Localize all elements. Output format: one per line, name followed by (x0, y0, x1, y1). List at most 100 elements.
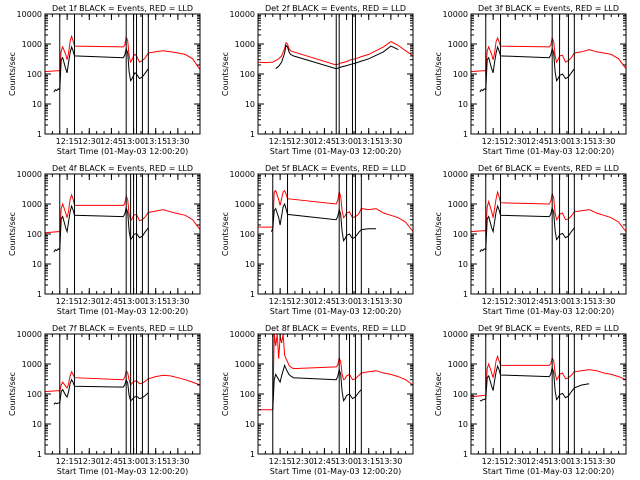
y-tick-label: 1 (250, 130, 255, 139)
x-tick-label: 13:00 (122, 297, 145, 306)
x-tick-label: 13:15 (570, 457, 593, 466)
chart-title: Det 9f BLACK = Events, RED = LLD (478, 324, 619, 333)
panel-9: 1 10 100 1000 10000 12:15 12:30 12:45 13:00 13:15… (434, 324, 627, 476)
series-line-lld (258, 189, 414, 232)
y-axis-label: Counts/sec (434, 372, 443, 416)
x-tick-label: 12:30 (78, 137, 101, 146)
x-tick-label: 13:30 (592, 457, 615, 466)
series-line-lld (44, 34, 201, 73)
y-tick-label: 100 (240, 390, 255, 399)
x-tick-label: 13:30 (592, 137, 615, 146)
y-tick-label: 10000 (230, 10, 255, 19)
x-tick-label: 12:45 (313, 457, 336, 466)
x-tick-label: 12:30 (504, 457, 527, 466)
x-axis-label: Start Time (01-May-03 12:00:20) (483, 467, 614, 476)
x-tick-label: 13:15 (570, 137, 593, 146)
x-tick-label: 12:45 (313, 137, 336, 146)
y-tick-label: 10000 (230, 330, 255, 339)
x-tick-label: 12:45 (100, 137, 123, 146)
y-tick-label: 10000 (230, 170, 255, 179)
x-tick-label: 13:30 (379, 457, 402, 466)
panel-6: 1 10 100 1000 10000 12:15 12:30 12:45 13:00 13:15… (434, 164, 627, 316)
y-tick-label: 10 (32, 420, 42, 429)
x-tick-label: 12:15 (269, 457, 292, 466)
series-line-events (272, 363, 362, 410)
x-tick-label: 13:30 (166, 137, 189, 146)
y-tick-label: 1000 (235, 40, 255, 49)
plot-frame (257, 333, 414, 455)
x-tick-label: 13:15 (570, 297, 593, 306)
y-axis-label: Counts/sec (8, 52, 17, 96)
y-tick-label: 1 (37, 290, 42, 299)
x-axis-label: Start Time (01-May-03 12:00:20) (270, 307, 401, 316)
y-tick-label: 10 (458, 420, 468, 429)
x-axis-label: Start Time (01-May-03 12:00:20) (57, 147, 188, 156)
x-tick-label: 13:30 (379, 297, 402, 306)
x-tick-label: 13:30 (592, 297, 615, 306)
x-tick-label: 12:15 (482, 137, 505, 146)
y-tick-label: 1000 (448, 360, 468, 369)
series-line-events (275, 44, 399, 70)
plot-frame (470, 333, 627, 455)
y-tick-label: 10 (32, 260, 42, 269)
y-tick-label: 10000 (17, 330, 42, 339)
series-line-lld (470, 190, 627, 233)
y-tick-label: 10 (458, 100, 468, 109)
y-tick-label: 100 (453, 230, 468, 239)
y-axis-label: Counts/sec (8, 212, 17, 256)
x-tick-label: 13:00 (122, 137, 145, 146)
y-tick-label: 10000 (443, 330, 468, 339)
y-tick-label: 100 (240, 70, 255, 79)
y-tick-label: 1 (250, 450, 255, 459)
y-tick-label: 1000 (235, 200, 255, 209)
x-tick-label: 12:30 (78, 457, 101, 466)
x-tick-label: 12:15 (269, 297, 292, 306)
x-tick-label: 13:00 (335, 457, 358, 466)
panel-3: 1 10 100 1000 10000 12:15 12:30 12:45 13:00 13:15… (434, 4, 627, 156)
chart-title: Det 6f BLACK = Events, RED = LLD (478, 164, 619, 173)
panel-2: 1 10 100 1000 10000 12:15 12:30 12:45 13:00 13:15… (221, 4, 414, 156)
x-tick-label: 13:00 (122, 457, 145, 466)
panel-4: 1 10 100 1000 10000 12:15 12:30 12:45 13:00 13:15… (8, 164, 201, 316)
panel-8: 1 10 100 1000 10000 12:15 12:30 12:45 13:00 13:15… (221, 324, 414, 476)
y-tick-label: 100 (27, 390, 42, 399)
y-tick-label: 1 (463, 290, 468, 299)
series-line-events (53, 378, 149, 405)
y-tick-label: 10 (32, 100, 42, 109)
y-tick-label: 1 (250, 290, 255, 299)
plot-frame (470, 13, 627, 135)
x-tick-label: 13:00 (335, 297, 358, 306)
x-tick-label: 12:45 (313, 297, 336, 306)
x-tick-label: 12:45 (100, 297, 123, 306)
x-tick-label: 12:30 (291, 457, 314, 466)
x-tick-label: 13:00 (548, 457, 571, 466)
x-tick-label: 12:30 (291, 137, 314, 146)
y-axis-label: Counts/sec (221, 372, 230, 416)
y-axis-label: Counts/sec (8, 372, 17, 416)
y-tick-label: 1000 (448, 200, 468, 209)
panel-7: 1 10 100 1000 10000 12:15 12:30 12:45 13:00 13:15… (8, 324, 201, 476)
y-tick-label: 100 (27, 70, 42, 79)
x-axis-label: Start Time (01-May-03 12:00:20) (483, 147, 614, 156)
y-tick-label: 10000 (17, 170, 42, 179)
chart-title: Det 8f BLACK = Events, RED = LLD (265, 324, 406, 333)
chart-title: Det 7f BLACK = Events, RED = LLD (52, 324, 193, 333)
y-tick-label: 10 (245, 100, 255, 109)
x-tick-label: 12:15 (56, 457, 79, 466)
y-tick-label: 1000 (235, 360, 255, 369)
y-tick-label: 10000 (443, 10, 468, 19)
x-tick-label: 12:15 (482, 297, 505, 306)
x-tick-label: 13:30 (166, 457, 189, 466)
plot-frame (257, 173, 414, 295)
y-tick-label: 100 (240, 230, 255, 239)
plot-frame (257, 13, 414, 135)
x-axis-label: Start Time (01-May-03 12:00:20) (270, 147, 401, 156)
y-tick-label: 1 (37, 130, 42, 139)
y-tick-label: 1 (37, 450, 42, 459)
y-axis-label: Counts/sec (221, 212, 230, 256)
y-tick-label: 1 (463, 130, 468, 139)
x-tick-label: 12:45 (526, 457, 549, 466)
y-axis-label: Counts/sec (221, 52, 230, 96)
x-tick-label: 12:15 (482, 457, 505, 466)
